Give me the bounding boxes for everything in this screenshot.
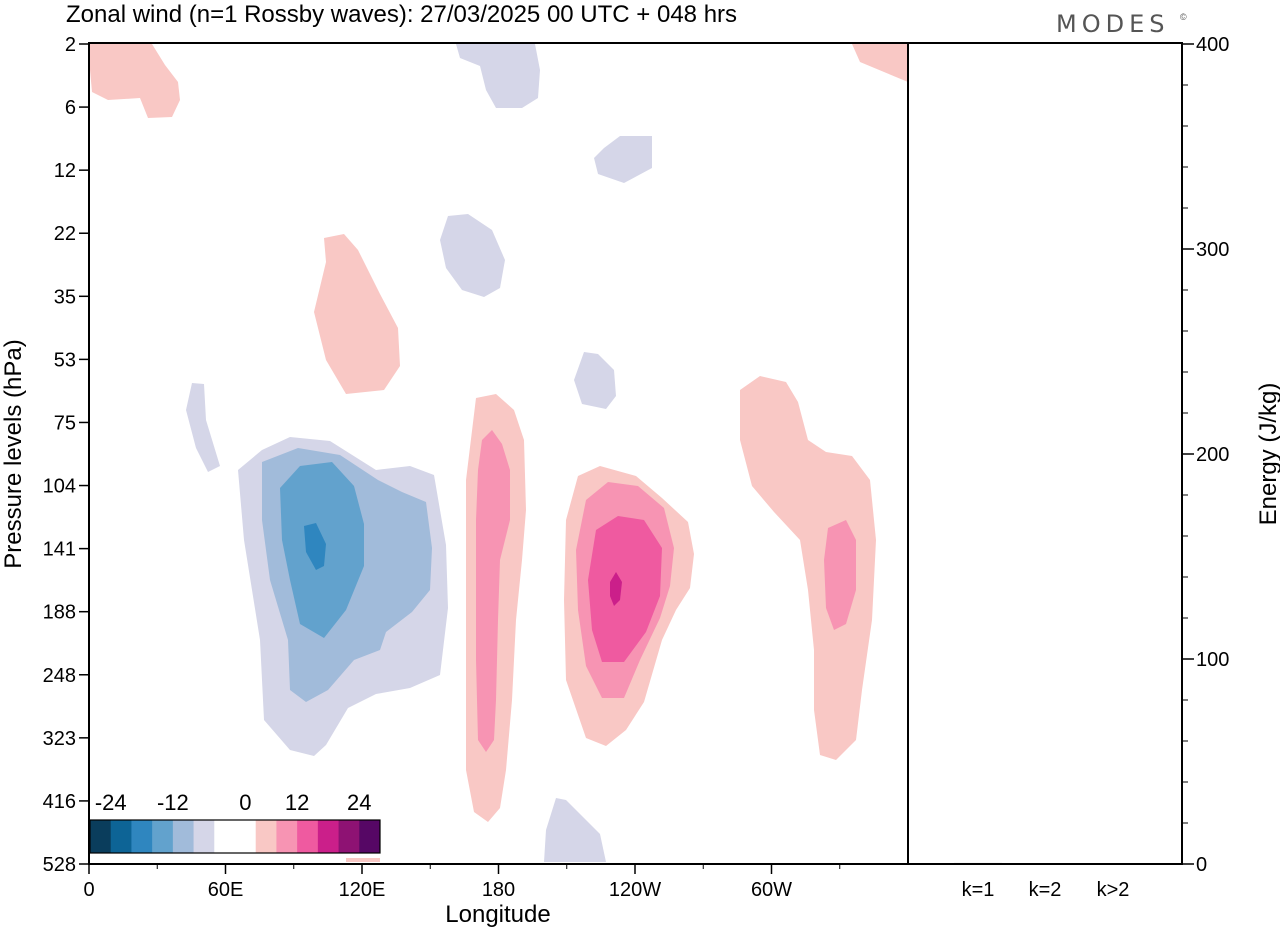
contour-neg-level4	[304, 523, 326, 570]
colorbar-swatch	[359, 820, 381, 853]
colorbar-label: 24	[347, 790, 371, 815]
y-tick-label: 323	[43, 728, 76, 750]
y-tick-label: 12	[54, 160, 76, 182]
energy-tick-label: 100	[1196, 649, 1229, 671]
x-tick-label: 60E	[208, 879, 244, 901]
energy-tick-label: 400	[1196, 34, 1229, 56]
contour-neg-top1	[456, 44, 540, 108]
y-tick-label: 22	[54, 223, 76, 245]
colorbar-swatch	[90, 820, 112, 853]
colorbar-swatch	[172, 820, 195, 853]
contour-pos-40w-level1	[740, 376, 876, 760]
chart-title: Zonal wind (n=1 Rossby waves): 27/03/202…	[66, 1, 737, 28]
energy-category-label: k=2	[1029, 879, 1062, 901]
x-tick-label: 180	[482, 879, 515, 901]
x-tick-label: 0	[83, 879, 94, 901]
colorbar-swatch	[214, 820, 236, 853]
y-tick-label: 528	[43, 854, 76, 876]
contour-neg-22	[440, 214, 505, 297]
y-tick-label: 6	[65, 97, 76, 119]
longitude-axis: 0 60E 120E 180 120W 60W	[83, 864, 841, 901]
energy-axis: 0 100 200 300 400	[1182, 34, 1229, 876]
x-tick-label: 120W	[609, 879, 661, 901]
energy-bars	[954, 862, 1137, 865]
colorbar-swatch	[131, 820, 153, 853]
contour-neg-top2	[594, 136, 652, 183]
contour-neg-53	[574, 352, 616, 409]
energy-axis-label: Energy (J/kg)	[1255, 383, 1280, 526]
pressure-axis: 2 6 12 22 35 53 75 104 141 188 248 323 416 528	[43, 34, 89, 876]
y-tick-label: 188	[43, 602, 76, 624]
y-tick-label: 53	[54, 349, 76, 371]
energy-category-label: k=1	[962, 879, 995, 901]
colorbar-swatch	[317, 820, 340, 853]
energy-bar	[1089, 863, 1137, 865]
colorbar-swatch	[235, 820, 257, 853]
energy-bar	[954, 862, 1002, 864]
colorbar: -24 -12 0 12 24	[86, 790, 382, 858]
y-tick-label: 75	[54, 412, 76, 434]
contour-pos-150w-level3	[588, 516, 662, 662]
colorbar-swatch	[276, 820, 298, 853]
logo-trademark: ©	[1180, 12, 1187, 22]
contour-pos-40w-level2	[824, 520, 856, 630]
colorbar-label: 12	[285, 790, 309, 815]
y-tick-label: 104	[43, 476, 76, 498]
y-tick-label: 2	[65, 34, 76, 56]
contour-pos-180-level2	[476, 430, 510, 752]
y-tick-label: 35	[54, 286, 76, 308]
contour-neg-75	[186, 383, 220, 472]
colorbar-swatch	[255, 820, 277, 853]
colorbar-label: -24	[95, 790, 127, 815]
energy-categories: k=1 k=2 k>2	[962, 879, 1130, 901]
colorbar-swatch	[338, 820, 360, 853]
y-tick-label: 416	[43, 791, 76, 813]
contour-pos-22	[314, 234, 400, 394]
x-axis-label: Longitude	[445, 901, 550, 928]
contour-pos-150w-level4	[610, 572, 622, 606]
energy-tick-label: 0	[1196, 854, 1207, 876]
colorbar-swatch	[297, 820, 319, 853]
y-tick-label: 141	[43, 539, 76, 561]
contour-pos-topright	[852, 44, 908, 82]
zonal-wind-contours	[90, 44, 908, 862]
energy-category-label: k>2	[1097, 879, 1130, 901]
y-axis-label: Pressure levels (hPa)	[0, 339, 27, 568]
x-tick-label: 120E	[339, 879, 386, 901]
colorbar-swatch	[152, 820, 174, 853]
y-tick-label: 248	[43, 665, 76, 687]
contour-pos-topleft	[90, 44, 180, 118]
colorbar-label: -12	[157, 790, 189, 815]
colorbar-label: 0	[239, 790, 251, 815]
energy-tick-label: 200	[1196, 444, 1229, 466]
colorbar-swatch	[193, 820, 215, 853]
energy-tick-label: 300	[1196, 239, 1229, 261]
colorbar-swatch	[110, 820, 132, 853]
contour-neg-bottom	[544, 798, 606, 862]
energy-bar	[1021, 863, 1069, 865]
modes-logo: MODES	[1056, 10, 1169, 38]
x-tick-label: 60W	[751, 879, 792, 901]
